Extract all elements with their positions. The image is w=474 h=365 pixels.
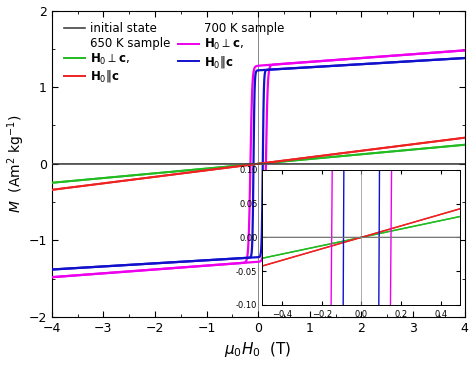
Y-axis label: $M$  (Am$^2$ kg$^{-1}$): $M$ (Am$^2$ kg$^{-1}$) [6,115,27,213]
Legend: initial state, 650 K sample, $\mathbf{H}_0 \perp \mathbf{c}$,, $\mathbf{H}_0 \| : initial state, 650 K sample, $\mathbf{H}… [62,19,286,87]
X-axis label: $\mu_0H_0$  (T): $\mu_0H_0$ (T) [225,341,292,360]
